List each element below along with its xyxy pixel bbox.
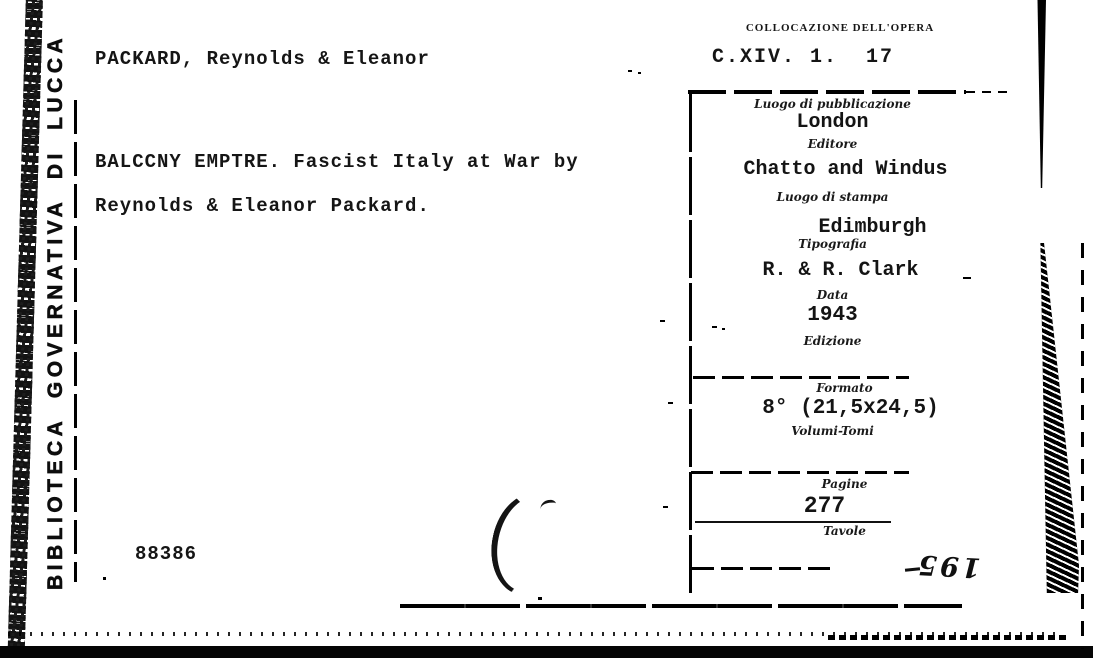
divider-tavole-bottom [692,567,832,570]
field-value-tipografia: R. & R. Clark [762,259,919,282]
scan-speck [660,320,665,322]
panel-top-border [688,90,966,94]
right-dashed-rule [1081,243,1084,649]
scan-speck [103,577,106,580]
left-vertical-rule [74,100,77,582]
field-value-data: 1943 [807,304,858,327]
scan-edge-left [7,0,43,648]
field-label-volumi-tomi: Volumi-Tomi [791,424,874,438]
field-value-luogo-stampa: Edimburgh [818,216,927,239]
accession-number: 88386 [135,543,198,565]
panel-top-border-ext [966,91,1012,93]
field-label-tavole: Tavole [823,524,866,538]
scan-speck [722,328,725,330]
scan-speck [628,70,632,72]
field-label-luogo-pubblicazione: Luogo di pubblicazione [754,97,911,111]
divider-formato [693,376,909,379]
scan-noise-row [8,632,1058,636]
panel-bottom-line [400,604,962,608]
scan-speck [663,506,668,508]
field-value-luogo-pubblicazione: London [796,111,869,134]
scan-speck [668,402,673,404]
scan-wedge-right [1040,243,1079,593]
field-label-pagine: Pagine [821,477,868,491]
rule-under-pagine [695,521,891,523]
panel-left-border [689,94,692,596]
handwritten-mark: 195 [914,548,982,583]
scan-speck [712,326,717,328]
stamp-arc [482,485,578,603]
scan-speck [638,72,641,74]
author-heading: PACKARD, Reynolds & Eleanor [95,48,430,70]
field-value-formato: 8° (21,5x24,5) [762,397,939,420]
scan-streak-top-right [1037,0,1046,188]
scan-speck [538,597,542,600]
scan-speck [963,277,971,279]
collocation-header: COLLOCAZIONE DELL'OPERA [745,22,935,34]
field-value-editore: Chatto and Windus [743,158,948,181]
title-line-2: Reynolds & Eleanor Packard. [95,195,430,217]
scan-bottom-bar [0,646,1093,658]
library-stamp-text: BIBLIOTECA GOVERNATIVA DI LUCCA [44,33,68,591]
field-label-luogo-stampa: Luogo di stampa [776,190,889,204]
field-label-edizione: Edizione [803,334,862,348]
field-label-tipografia: Tipografia [798,237,867,251]
field-label-data: Data [816,288,849,302]
shelfmark: C.XIV. 1. 17 [712,46,895,69]
field-label-editore: Editore [807,137,858,151]
field-label-formato: Formato [816,381,873,395]
scan-noise-row-dense [828,635,1068,640]
title-line-1: BALCCNY EMPTRE. Fascist Italy at War by [95,151,579,173]
divider-pagine [691,471,909,474]
field-value-pagine: 277 [803,493,846,519]
